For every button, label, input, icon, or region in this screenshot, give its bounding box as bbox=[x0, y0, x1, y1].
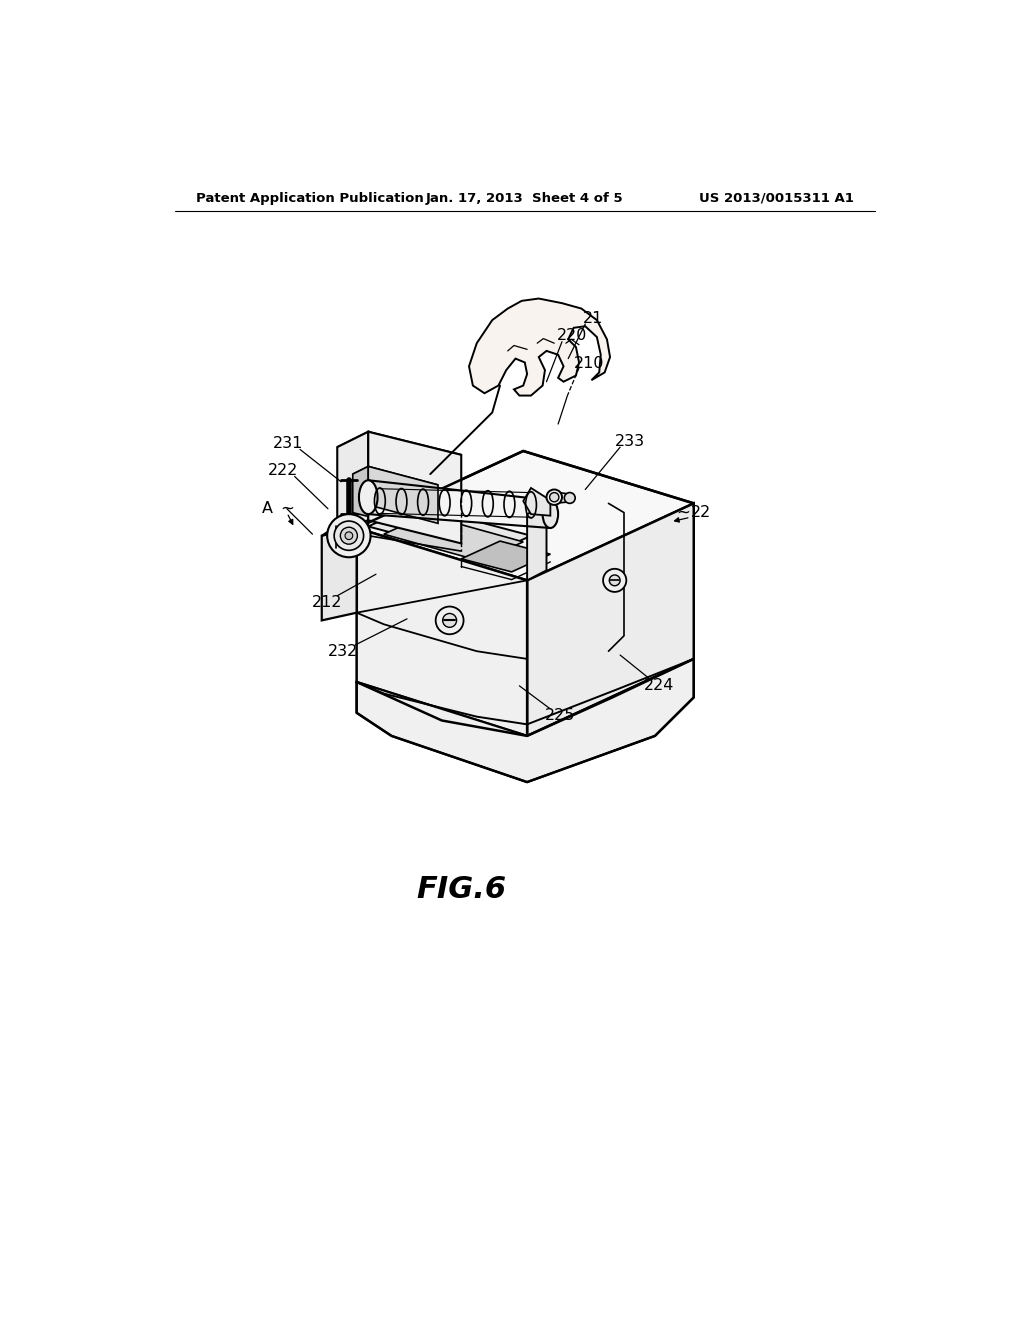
Polygon shape bbox=[369, 480, 550, 528]
Text: ~: ~ bbox=[676, 504, 690, 521]
Circle shape bbox=[328, 515, 371, 557]
Text: 225: 225 bbox=[545, 709, 575, 723]
Ellipse shape bbox=[543, 500, 558, 528]
Circle shape bbox=[340, 527, 357, 544]
Polygon shape bbox=[554, 492, 569, 503]
Text: 22: 22 bbox=[691, 506, 712, 520]
Text: 210: 210 bbox=[573, 355, 604, 371]
Polygon shape bbox=[356, 451, 693, 581]
Text: 232: 232 bbox=[329, 644, 358, 660]
Text: 231: 231 bbox=[273, 436, 303, 451]
Circle shape bbox=[564, 492, 575, 503]
Polygon shape bbox=[356, 528, 527, 737]
Circle shape bbox=[603, 569, 627, 591]
Text: Jan. 17, 2013  Sheet 4 of 5: Jan. 17, 2013 Sheet 4 of 5 bbox=[426, 191, 624, 205]
Polygon shape bbox=[331, 521, 352, 548]
Circle shape bbox=[435, 607, 464, 635]
Polygon shape bbox=[384, 515, 523, 561]
Text: 212: 212 bbox=[312, 595, 342, 610]
Circle shape bbox=[547, 490, 562, 506]
Polygon shape bbox=[527, 503, 693, 737]
Polygon shape bbox=[523, 488, 550, 516]
Circle shape bbox=[550, 492, 559, 502]
Text: 233: 233 bbox=[615, 434, 645, 449]
Text: US 2013/0015311 A1: US 2013/0015311 A1 bbox=[698, 191, 853, 205]
Polygon shape bbox=[527, 506, 547, 581]
Circle shape bbox=[442, 614, 457, 627]
Polygon shape bbox=[369, 432, 461, 544]
Text: FIG.6: FIG.6 bbox=[416, 875, 506, 904]
Text: A: A bbox=[262, 502, 273, 516]
Polygon shape bbox=[461, 541, 550, 572]
Circle shape bbox=[345, 532, 352, 540]
Polygon shape bbox=[356, 659, 693, 781]
Polygon shape bbox=[469, 298, 610, 396]
Text: 21: 21 bbox=[583, 312, 603, 326]
Polygon shape bbox=[352, 466, 369, 516]
Text: 224: 224 bbox=[644, 677, 674, 693]
Polygon shape bbox=[352, 466, 438, 492]
Polygon shape bbox=[337, 432, 461, 470]
Polygon shape bbox=[322, 520, 369, 536]
Ellipse shape bbox=[359, 480, 378, 515]
Polygon shape bbox=[337, 432, 369, 536]
Polygon shape bbox=[322, 528, 356, 620]
Text: Patent Application Publication: Patent Application Publication bbox=[197, 191, 424, 205]
Polygon shape bbox=[369, 466, 438, 524]
Polygon shape bbox=[369, 506, 531, 557]
Circle shape bbox=[609, 576, 621, 586]
Text: 220: 220 bbox=[557, 327, 587, 343]
Text: ~: ~ bbox=[280, 500, 294, 517]
Circle shape bbox=[334, 521, 364, 550]
Text: 222: 222 bbox=[268, 463, 298, 478]
